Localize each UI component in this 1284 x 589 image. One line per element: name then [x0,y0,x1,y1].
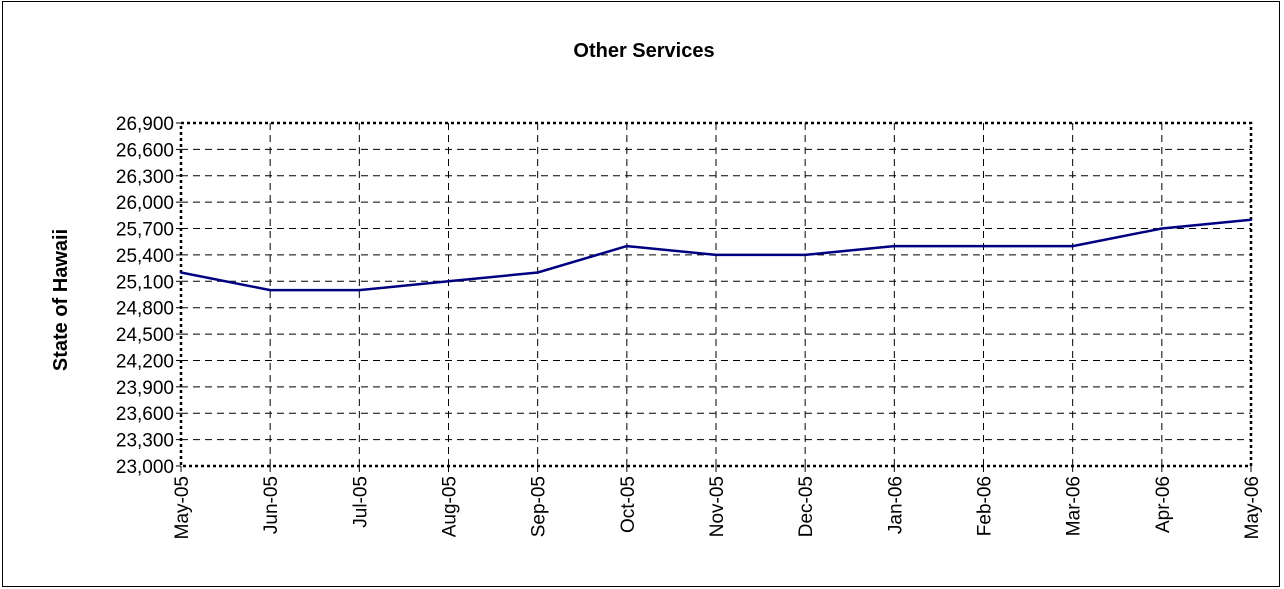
x-tick-label: May-05 [172,476,193,539]
data-point [1071,244,1074,248]
y-tick-label: 26,300 [116,167,174,188]
y-tick-label: 23,300 [116,431,174,452]
y-tick-label: 25,700 [116,220,174,241]
data-point [803,253,807,257]
y-tick-label: 26,000 [116,193,174,214]
x-tick-label: Sep-05 [529,476,550,537]
data-point [893,244,896,248]
data-point [625,244,629,248]
data-point [1160,227,1164,230]
data-point [536,271,539,274]
x-tick-label: Aug-05 [440,476,461,537]
y-axis-ticks: 23,000 23,300 23,600 23,900 24,200 24,500 24,8… [116,114,181,478]
plot-border-rect [179,121,1253,468]
x-tick-label: May-06 [1242,476,1263,539]
series-layer [179,218,1253,292]
x-axis-ticks: May-05 Jun-05 Jul-05 Aug-05 Sep-05 Oct-05 Nov-… [172,466,1263,539]
x-tick-label: Feb-06 [975,476,996,536]
plot-area-border [179,121,1253,468]
x-tick-label: Nov-05 [707,476,728,537]
x-tick-label: Jul-05 [350,476,371,528]
y-tick-label: 25,400 [116,246,174,267]
y-tick-label: 26,900 [116,114,174,135]
gridlines [181,123,1251,466]
x-tick-label: Jan-06 [885,476,906,534]
y-tick-label: 24,500 [116,325,174,346]
data-point [1249,218,1253,221]
x-tick-label: Jun-05 [261,476,282,534]
x-tick-label: Dec-05 [796,476,817,537]
data-point [447,280,450,283]
y-tick-label: 23,000 [116,457,174,478]
x-tick-label: Oct-05 [618,476,639,533]
y-tick-label: 24,200 [116,351,174,372]
data-point [268,288,272,292]
data-point [358,288,361,292]
x-tick-label: Apr-06 [1153,476,1174,533]
y-axis-title: State of Hawaii [50,229,72,371]
data-point [714,253,718,257]
y-tick-label: 25,100 [116,272,174,293]
y-tick-label: 24,800 [116,299,174,320]
data-point [179,271,183,274]
chart-title: Other Services [573,40,714,62]
data-point [982,244,985,248]
y-tick-label: 23,600 [116,404,174,425]
y-tick-label: 23,900 [116,378,174,399]
x-tick-label: Mar-06 [1064,476,1085,536]
y-tick-label: 26,600 [116,140,174,161]
